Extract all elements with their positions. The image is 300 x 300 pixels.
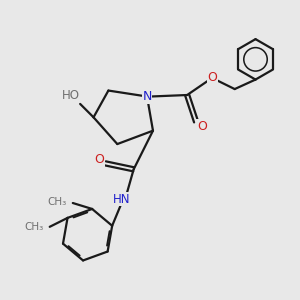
Text: O: O <box>208 71 218 84</box>
Text: O: O <box>94 153 104 166</box>
Text: O: O <box>197 120 207 133</box>
Text: HN: HN <box>113 193 130 206</box>
Text: N: N <box>142 90 152 103</box>
Text: CH₃: CH₃ <box>47 197 66 207</box>
Text: CH₃: CH₃ <box>24 222 43 233</box>
Text: HO: HO <box>62 88 80 101</box>
